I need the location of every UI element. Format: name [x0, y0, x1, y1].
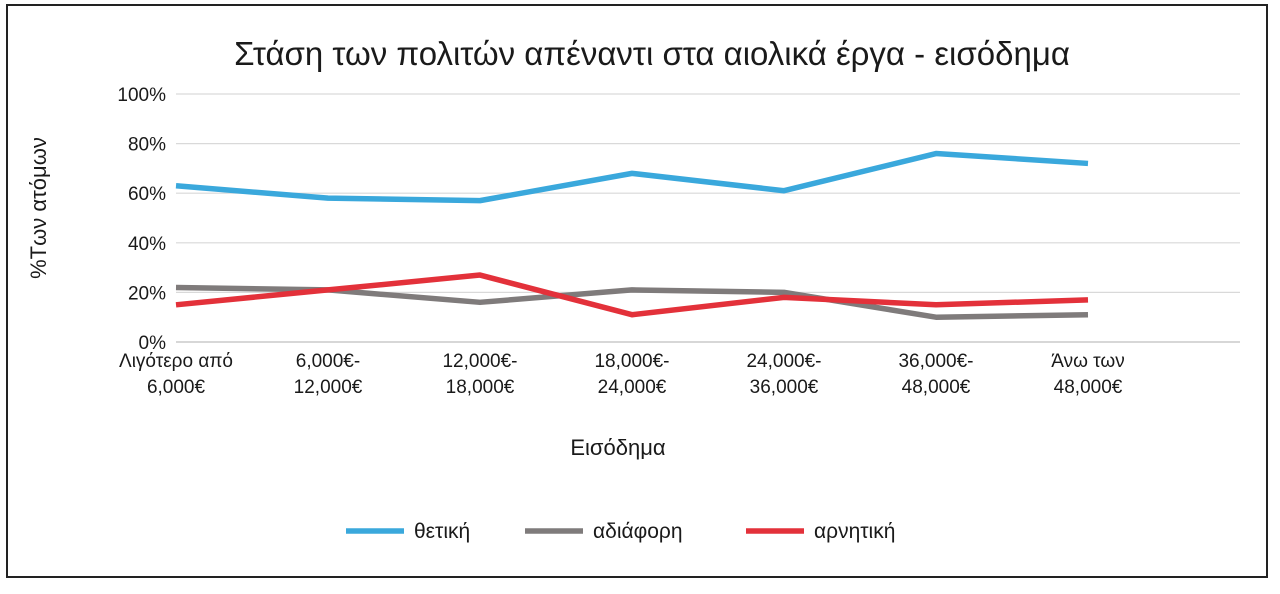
x-axis-ticks: Λιγότερο από 6,000€ 6,000€- 12,000€ 12,000€-… — [119, 351, 1125, 398]
x-tick-label: 6,000€- 12,000€ — [294, 351, 363, 398]
x-axis-title: Εισόδημα — [570, 435, 666, 460]
x-tick-label: 18,000€- 24,000€ — [594, 351, 669, 398]
legend-label-1: αδιάφορη — [593, 520, 683, 543]
series-line-2 — [175, 272, 1089, 318]
x-tick-label: Λιγότερο από 6,000€ — [119, 351, 233, 398]
x-tick-label: Άνω των 48,000€ — [1051, 351, 1125, 398]
x-tick-label-line: 36,000€ — [750, 377, 819, 398]
x-tick-label-line: Λιγότερο από — [119, 351, 233, 372]
x-tick-label: 24,000€- 36,000€ — [746, 351, 821, 398]
y-tick-label: 60% — [128, 184, 166, 205]
legend-label-2: αρνητική — [814, 520, 895, 543]
x-tick-label-line: 6,000€- — [296, 351, 360, 372]
x-tick-label-line: 6,000€ — [147, 377, 206, 398]
x-tick-label-line: 36,000€- — [898, 351, 973, 372]
x-tick-label-line: 24,000€ — [598, 377, 667, 398]
x-tick-label-line: 12,000€- — [442, 351, 517, 372]
x-tick-label-line: 48,000€ — [1054, 377, 1123, 398]
legend-label-0: θετική — [414, 520, 470, 543]
x-tick-label: 12,000€- 18,000€ — [442, 351, 517, 398]
chart-title: Στάση των πολιτών απέναντι στα αιολικά έ… — [234, 35, 1070, 72]
y-tick-label: 80% — [128, 135, 166, 156]
x-tick-label-line: Άνω των — [1051, 351, 1125, 372]
x-tick-label-line: 48,000€ — [902, 377, 971, 398]
y-axis-title: %Των ατόμων — [26, 137, 51, 279]
y-tick-label: 0% — [139, 333, 167, 354]
y-tick-label: 40% — [128, 234, 166, 255]
x-tick-label-line: 18,000€ — [446, 377, 515, 398]
series-lines — [175, 150, 1089, 320]
y-tick-label: 20% — [128, 283, 166, 304]
x-tick-label: 36,000€- 48,000€ — [898, 351, 973, 398]
x-tick-label-line: 24,000€- — [746, 351, 821, 372]
y-axis-ticks: 0% 20% 40% 60% 80% 100% — [117, 85, 166, 354]
y-tick-label: 100% — [117, 85, 166, 106]
legend: θετική αδιάφορη αρνητική — [346, 520, 895, 543]
x-tick-label-line: 12,000€ — [294, 377, 363, 398]
x-tick-label-line: 18,000€- — [594, 351, 669, 372]
